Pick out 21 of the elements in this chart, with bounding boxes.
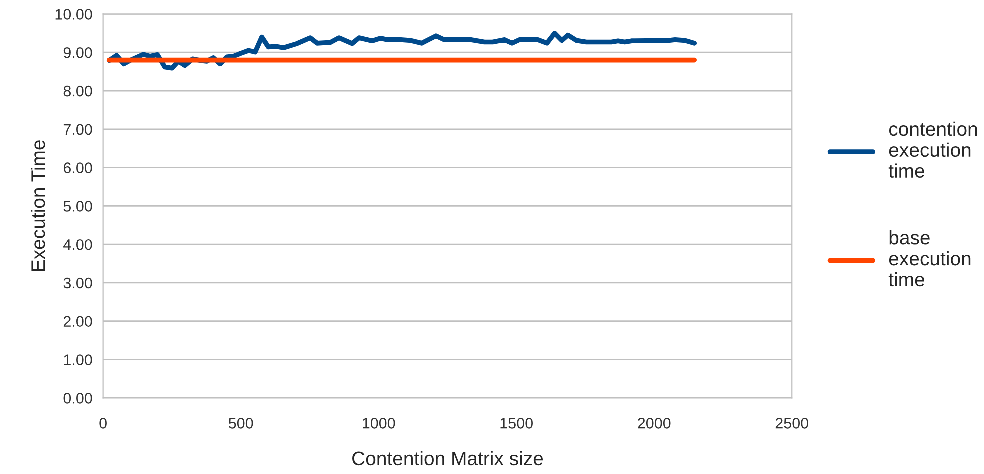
y-tick-label: 2.00: [64, 316, 92, 328]
y-tick-label: 3.00: [64, 278, 92, 289]
y-tick-label: 8.00: [64, 86, 92, 97]
legend-label: contention execution time: [888, 122, 978, 178]
legend-label: base execution time: [888, 230, 971, 287]
x-tick-label: 2000: [638, 418, 671, 429]
x-axis-title: Contention Matrix size: [352, 451, 544, 466]
y-tick-label: 1.00: [64, 354, 92, 366]
y-tick-label: 6.00: [64, 162, 92, 174]
y-axis-title: Execution Time: [30, 140, 46, 272]
y-tick-label: 10.00: [56, 9, 92, 20]
y-tick-label: 7.00: [64, 124, 92, 136]
y-tick-label: 0.00: [64, 393, 92, 404]
y-tick-label: 5.00: [64, 201, 92, 212]
y-tick-label: 4.00: [64, 239, 92, 250]
y-tick-label: 9.00: [64, 47, 92, 58]
x-tick-label: 0: [100, 418, 107, 429]
x-tick-label: 1500: [500, 418, 533, 429]
x-tick-label: 2500: [776, 418, 809, 429]
x-tick-label: 1000: [363, 418, 396, 429]
x-tick-label: 500: [228, 418, 254, 429]
